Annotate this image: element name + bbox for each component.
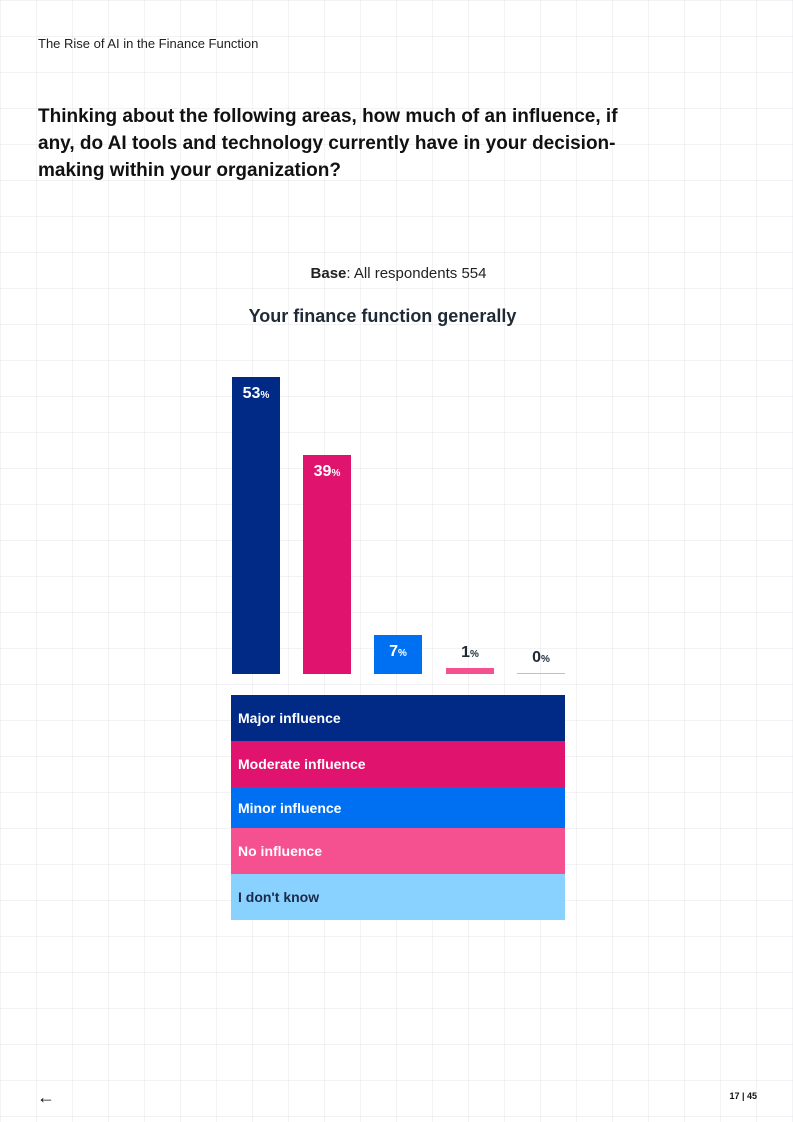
base-text: : All respondents 554 (346, 265, 487, 282)
legend-label: Moderate influence (238, 756, 366, 772)
bar-value: 1 (461, 644, 470, 662)
legend-label: No influence (238, 843, 323, 859)
bar-minor-influence (374, 634, 422, 674)
chart-title: Your finance function generally (248, 306, 517, 326)
legend-item-moderate-influence: Moderate influence (231, 741, 565, 787)
bar-value: 0 (532, 649, 541, 666)
document-title: The Rise of AI in the Finance Function (38, 36, 259, 51)
back-arrow-icon[interactable]: ← (37, 1087, 55, 1107)
percent-sign: % (331, 468, 341, 480)
bar-value-label: 1% (446, 644, 494, 662)
bar-chart: 53% 39% 7% 1% 0% (231, 360, 565, 674)
legend-item-i-don-t-know: I don't know (231, 874, 565, 920)
legend-label: Major influence (238, 710, 341, 726)
question-heading: Thinking about the following areas, how … (38, 106, 618, 181)
bar-value: 7 (389, 642, 398, 660)
percent-sign: % (260, 390, 270, 401)
percent-sign: % (541, 654, 550, 665)
bar-value-label: 39% (303, 463, 351, 481)
bar-major-influence (232, 377, 280, 674)
base-note: Base: All respondents 554 (0, 265, 793, 282)
chart-legend: Major influence Moderate influence Minor i… (231, 695, 565, 920)
bar-value-label: 7% (374, 643, 422, 661)
legend-label: Minor influence (238, 799, 342, 816)
legend-item-minor-influence: Minor influence (231, 787, 565, 828)
page-number: 17 | 45 (729, 1091, 757, 1101)
percent-sign: % (470, 649, 479, 661)
bar-value: 39 (313, 463, 332, 481)
base-label: Base (310, 265, 347, 282)
bar-moderate-influence (303, 455, 351, 674)
bar-value: 53 (242, 385, 261, 402)
legend-item-major-influence: Major influence (231, 695, 565, 741)
bar-value-label: 0% (517, 649, 565, 667)
legend-label: I don't know (238, 889, 320, 905)
percent-sign: % (398, 647, 407, 659)
bar-i-don-t-know (517, 673, 565, 674)
legend-item-no-influence: No influence (231, 828, 565, 874)
bar-value-label: 53% (232, 385, 280, 403)
bar-no-influence (446, 668, 494, 674)
